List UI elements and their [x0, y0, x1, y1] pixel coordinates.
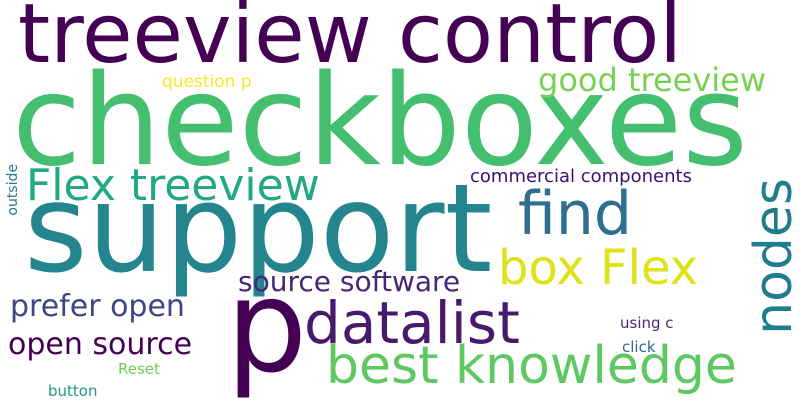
word-good-treeview: good treeview — [538, 61, 767, 99]
word-question-p: question p — [162, 72, 252, 92]
word-outside: outside — [5, 164, 21, 216]
word-button: button — [48, 382, 98, 400]
word-prefer-open: prefer open — [10, 289, 185, 324]
word-p: p — [226, 253, 308, 400]
word-checkboxes: checkboxes — [12, 47, 748, 194]
word-using-c: using c — [620, 314, 674, 332]
word-commercial-components: commercial components — [470, 166, 692, 187]
word-open-source: open source — [8, 327, 193, 362]
word-support: support — [24, 158, 493, 300]
word-treeview-control: treeview control — [18, 0, 683, 82]
word-source-software: source software — [238, 265, 461, 298]
word-reset: Reset — [118, 360, 160, 378]
word-click: click — [622, 338, 656, 356]
word-find: find — [518, 179, 632, 249]
word-box-flex: box Flex — [498, 240, 699, 296]
word-flex-treeview: Flex treeview — [26, 160, 320, 211]
word-datalist: datalist — [304, 289, 520, 357]
word-nodes: nodes — [744, 178, 800, 335]
word-best-knowledge: best knowledge — [326, 336, 737, 396]
